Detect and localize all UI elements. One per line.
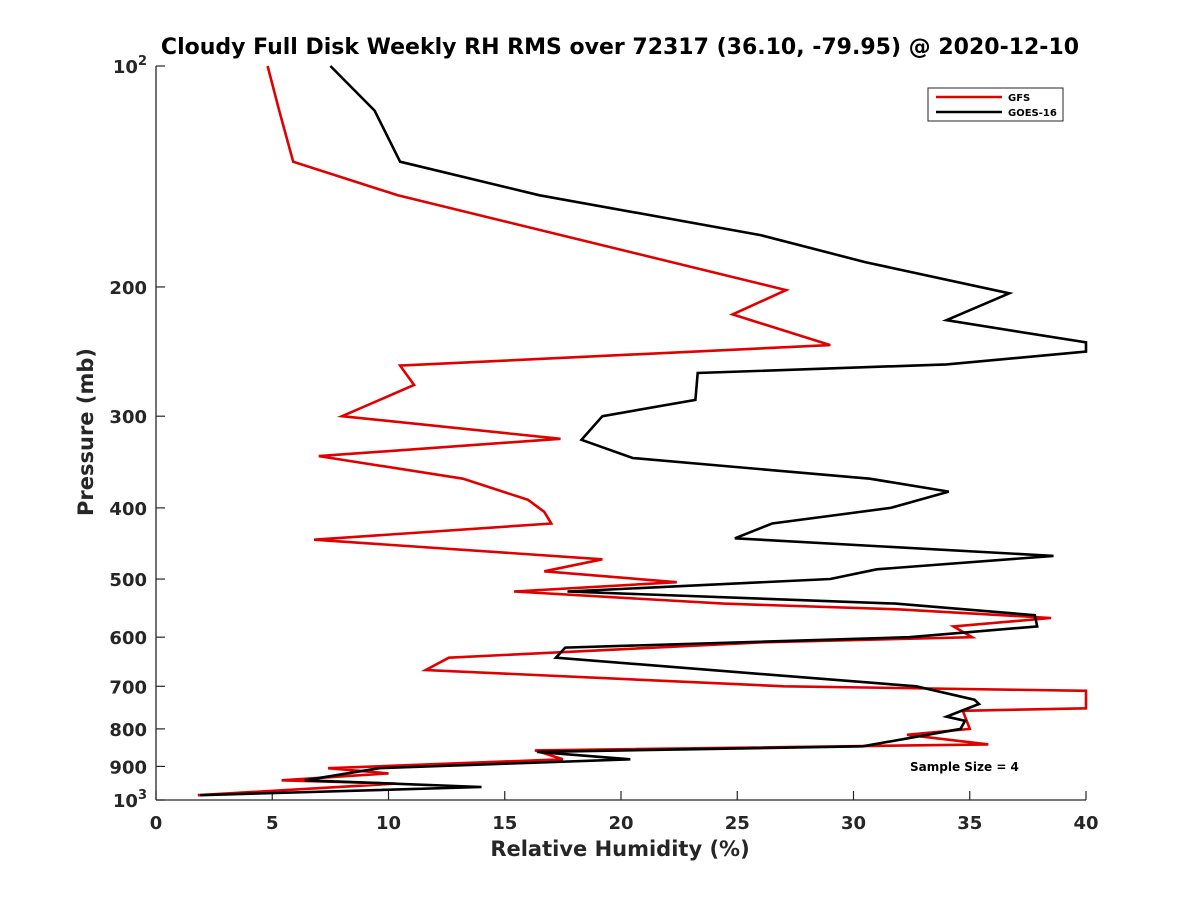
x-tick-label: 30: [841, 813, 866, 834]
y-tick-label: 103: [113, 788, 147, 812]
x-tick-label: 5: [266, 813, 279, 834]
x-tick-label: 25: [725, 813, 750, 834]
y-tick-label: 200: [109, 278, 147, 299]
sample-size-annotation: Sample Size = 4: [910, 760, 1019, 774]
y-tick-label: 400: [109, 499, 147, 520]
legend: GFS GOES-16: [927, 87, 1064, 122]
x-tick-label: 15: [492, 813, 517, 834]
x-axis-label: Relative Humidity (%): [490, 837, 749, 861]
x-axis-ticks: 0 5 10 15 20 25 30 35 40: [150, 791, 1099, 834]
legend-label-goes16: GOES-16: [1008, 108, 1057, 119]
x-tick-label: 20: [608, 813, 633, 834]
y-tick-label: 300: [109, 407, 147, 428]
y-axis-ticks: 102 200 300 400 500 600 700 800 900 103: [109, 54, 165, 812]
y-tick-label: 500: [109, 570, 147, 591]
x-tick-label: 35: [957, 813, 982, 834]
series-line-gfs: [197, 65, 1088, 797]
y-tick-label: 600: [109, 628, 147, 649]
y-axis-label: Pressure (mb): [74, 348, 98, 516]
x-tick-label: 10: [376, 813, 401, 834]
y-tick-label: 102: [113, 54, 147, 78]
y-tick-label: 800: [109, 720, 147, 741]
legend-label-gfs: GFS: [1008, 93, 1030, 104]
y-tick-label: 900: [109, 757, 147, 778]
chart-title: Cloudy Full Disk Weekly RH RMS over 7231…: [161, 35, 1079, 60]
series-line-goes16: [200, 65, 1088, 797]
series-lines: [197, 65, 1088, 797]
legend-box: [927, 87, 1064, 122]
y-tick-label: 700: [109, 677, 147, 698]
x-tick-label: 40: [1073, 813, 1098, 834]
x-tick-label: 0: [150, 813, 163, 834]
